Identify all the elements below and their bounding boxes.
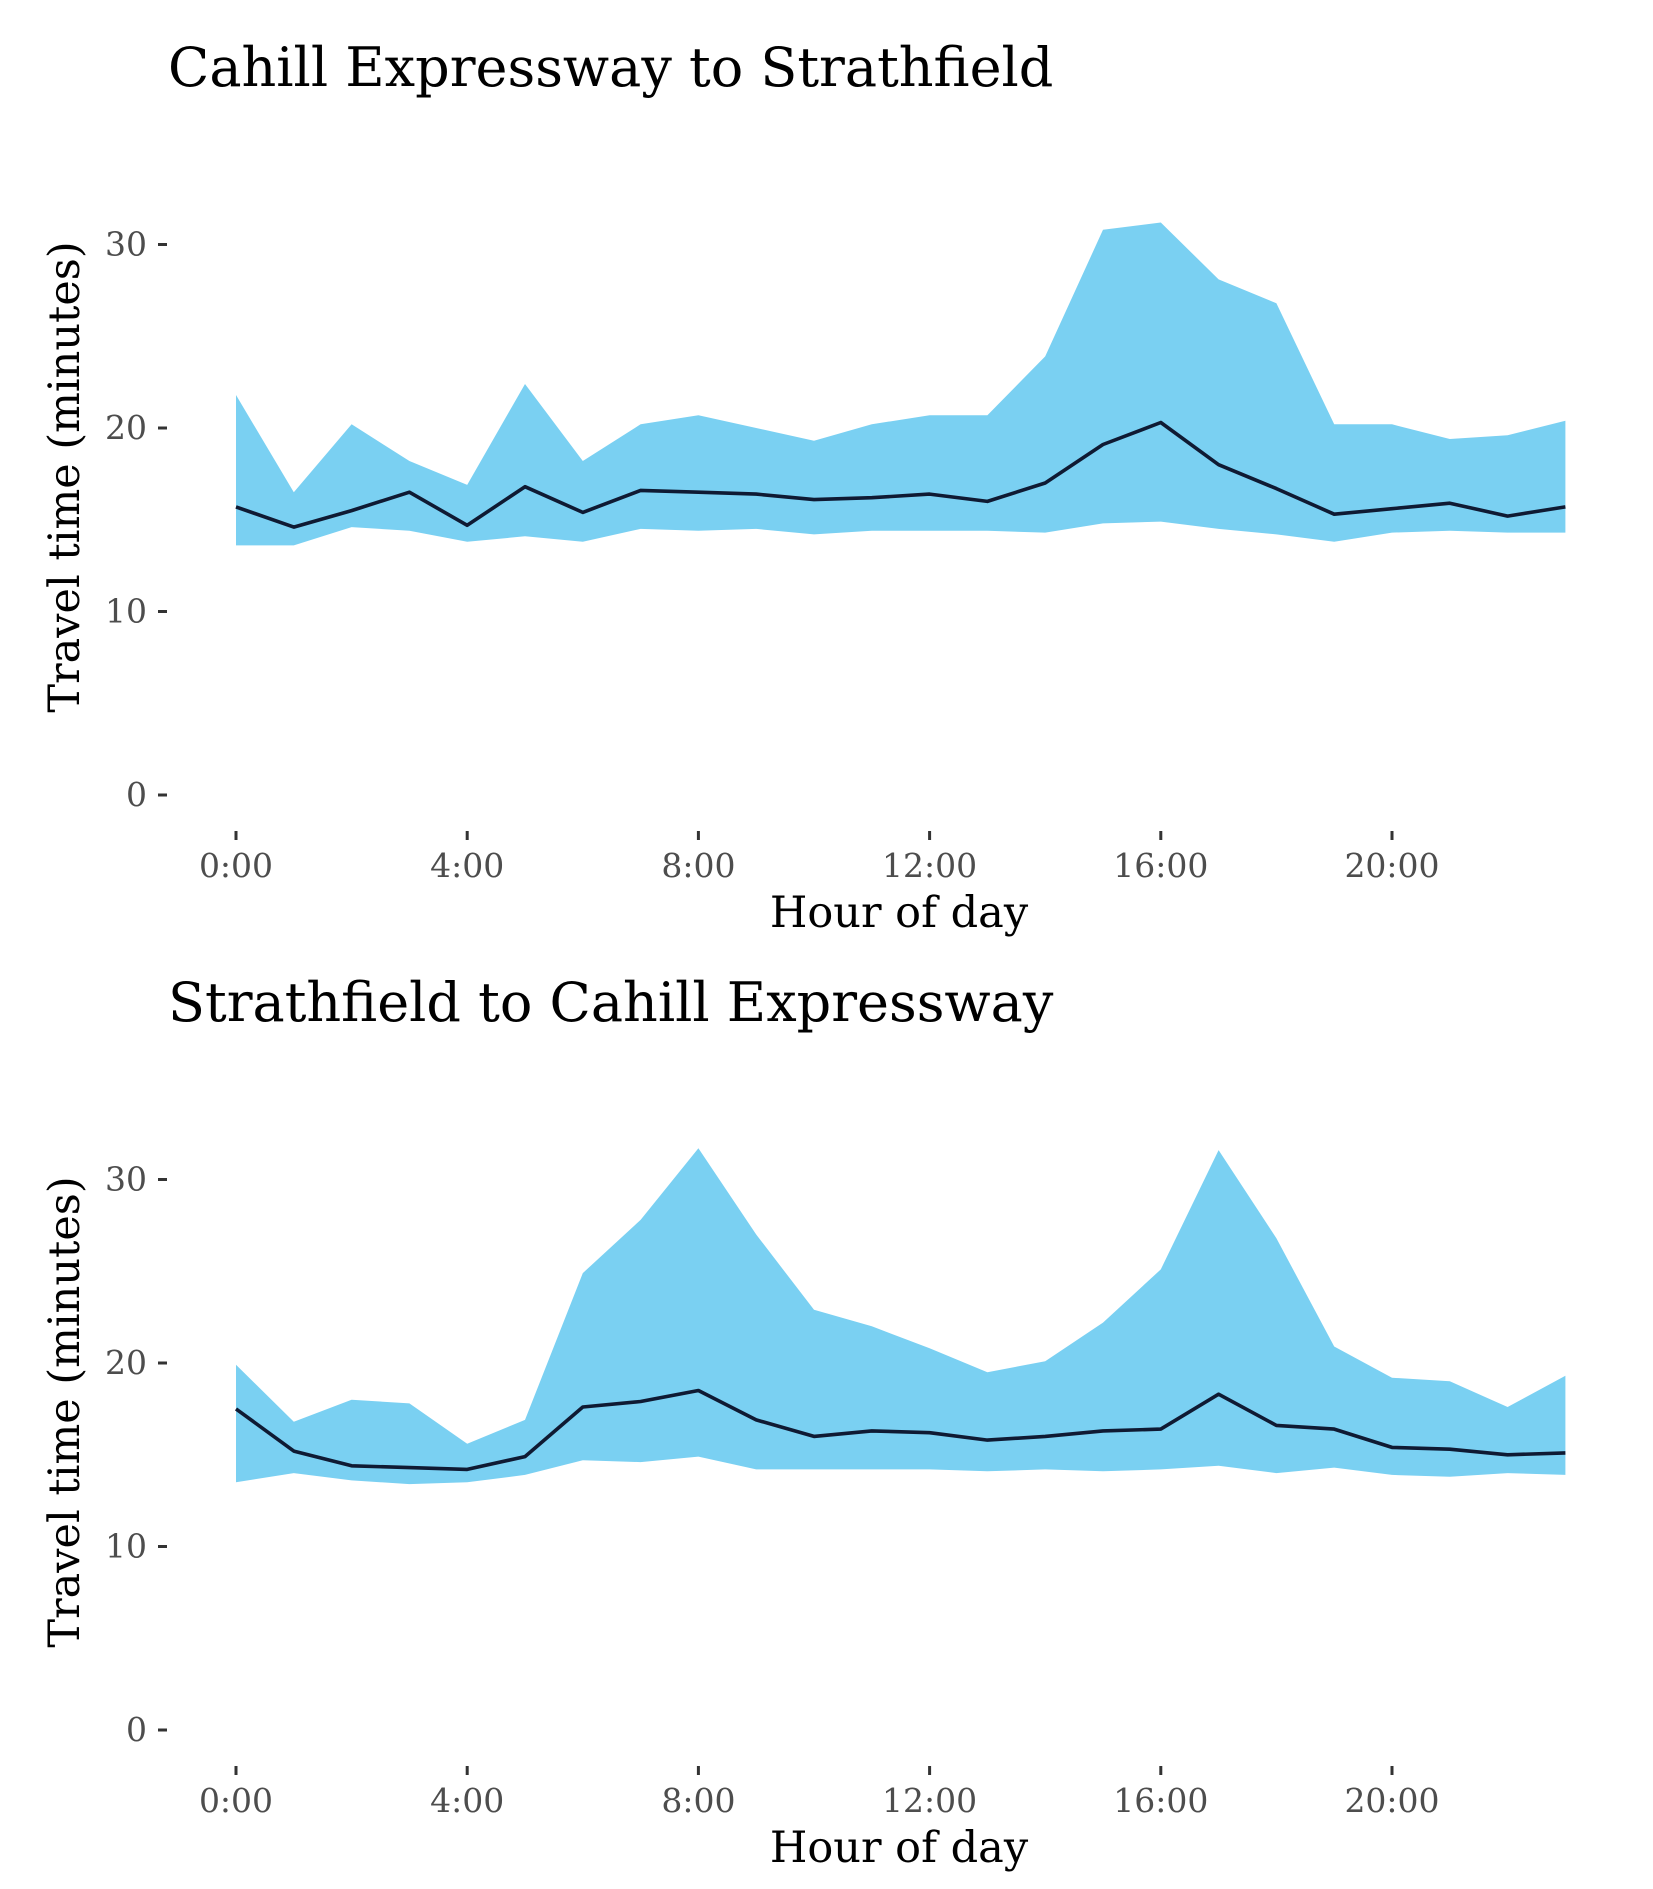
y-tick-label: 10 [105,592,147,631]
y-tick-label: 10 [105,1527,147,1566]
chart-panel-cahill-to-strathfield: Cahill Expressway to Strathfield 0 10 20 30… [40,36,1566,938]
x-axis-label: Hour of day [770,1823,1029,1873]
chart-panel-strathfield-to-cahill: Strathfield to Cahill Expressway 0 10 20 30… [40,971,1566,1873]
x-tick-label: 12:00 [882,1781,977,1820]
x-tick-label: 16:00 [1113,846,1208,885]
x-tick-label: 16:00 [1113,1781,1208,1820]
chart-title: Strathfield to Cahill Expressway [168,971,1054,1034]
y-tick-label: 0 [126,775,147,814]
x-tick-label: 4:00 [430,846,504,885]
y-tick-label: 30 [105,225,147,264]
x-tick-label: 0:00 [199,1781,273,1820]
travel-time-range-band [236,222,1566,546]
y-axis-label: Travel time (minutes) [40,1176,90,1647]
chart-title: Cahill Expressway to Strathfield [168,36,1053,99]
x-tick-label: 12:00 [882,846,977,885]
travel-time-range-band [236,1148,1566,1485]
x-tick-label: 8:00 [661,1781,735,1820]
x-axis: 0:00 4:00 8:00 12:00 16:00 20:00 [199,831,1440,885]
y-axis: 0 10 20 30 [105,225,167,814]
median-travel-time-line [235,420,1566,529]
x-tick-label: 20:00 [1344,846,1439,885]
y-tick-label: 20 [105,1343,147,1382]
y-tick-label: 20 [105,408,147,447]
x-axis: 0:00 4:00 8:00 12:00 16:00 20:00 [199,1766,1440,1820]
y-axis: 0 10 20 30 [105,1160,167,1749]
median-travel-time-line [234,1388,1566,1472]
y-axis-label: Travel time (minutes) [40,241,90,712]
x-tick-label: 4:00 [430,1781,504,1820]
y-tick-label: 0 [126,1710,147,1749]
x-axis-label: Hour of day [770,888,1029,938]
x-tick-label: 20:00 [1344,1781,1439,1820]
x-tick-label: 8:00 [661,846,735,885]
x-tick-label: 0:00 [199,846,273,885]
y-tick-label: 30 [105,1160,147,1199]
